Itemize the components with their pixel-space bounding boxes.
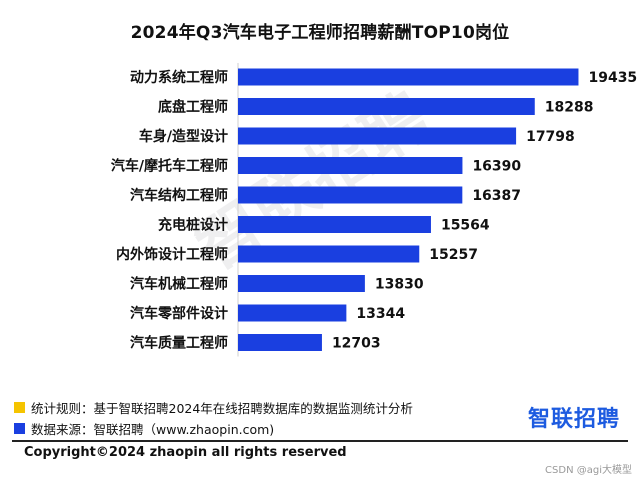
category-label: 充电桩设计 <box>158 217 228 234</box>
footer-divider <box>12 440 628 442</box>
note-source-text: 数据来源：智联招聘（www.zhaopin.com) <box>31 422 275 437</box>
value-label: 15564 <box>441 218 490 234</box>
value-label: 18288 <box>545 100 594 116</box>
chart-title: 2024年Q3汽车电子工程师招聘薪酬TOP10岗位 <box>130 23 510 43</box>
note-rule-text: 统计规则：基于智联招聘2024年在线招聘数据库的数据监测统计分析 <box>31 401 413 416</box>
zhaopin-logo: 智联招聘 <box>528 401 620 433</box>
category-label: 底盘工程师 <box>158 99 228 116</box>
bar <box>238 275 365 292</box>
value-label: 13830 <box>375 277 424 293</box>
bar <box>238 127 517 145</box>
logo-text: 智联招聘 <box>527 407 620 432</box>
copyright-text: Copyright©2024 zhaopin all rights reserv… <box>24 445 347 460</box>
category-label: 汽车零部件设计 <box>130 305 228 322</box>
bar <box>238 157 463 174</box>
note-source: 数据来源：智联招聘（www.zhaopin.com) <box>14 419 274 438</box>
category-label: 车身/造型设计 <box>139 128 228 145</box>
category-label: 汽车质量工程师 <box>130 335 228 352</box>
value-label: 17798 <box>526 129 575 145</box>
note-source-marker <box>14 423 25 434</box>
bar <box>238 186 463 204</box>
bar <box>238 216 431 233</box>
value-label: 13344 <box>356 306 405 322</box>
value-label: 12703 <box>332 336 381 352</box>
value-label: 16387 <box>472 188 521 204</box>
bar <box>238 334 322 351</box>
value-label: 19435 <box>588 70 637 86</box>
category-label: 汽车机械工程师 <box>130 276 228 293</box>
value-label: 16390 <box>472 159 521 175</box>
category-label: 动力系统工程师 <box>130 69 228 86</box>
bar <box>238 245 420 263</box>
note-rule: 统计规则：基于智联招聘2024年在线招聘数据库的数据监测统计分析 <box>14 398 413 417</box>
category-label: 内外饰设计工程师 <box>116 246 228 263</box>
bar <box>238 68 579 86</box>
category-label: 汽车结构工程师 <box>130 187 228 204</box>
category-label: 汽车/摩托车工程师 <box>111 158 228 175</box>
bar <box>238 98 535 115</box>
note-rule-marker <box>14 402 25 413</box>
bar <box>238 304 347 322</box>
bar-chart: 动力系统工程师 19435 底盘工程师 18288 车身/造型设计 17798 汽车/摩托车… <box>111 63 637 357</box>
value-label: 15257 <box>429 247 478 263</box>
credit-text: CSDN @agi大模型 <box>545 465 632 476</box>
